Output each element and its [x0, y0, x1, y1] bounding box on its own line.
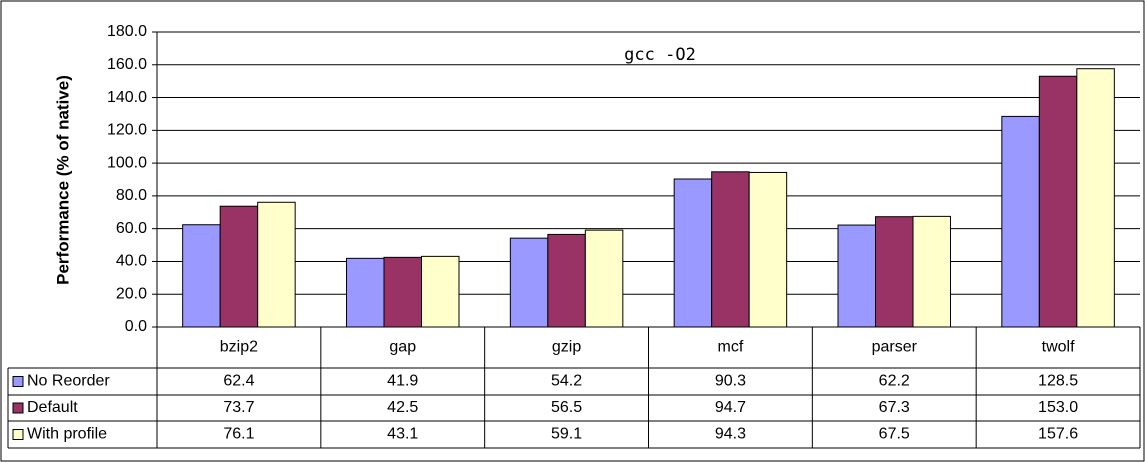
legend-label: No Reorder [27, 373, 110, 390]
table-value: 94.3 [715, 426, 746, 443]
legend-swatch [12, 376, 24, 387]
bar [1076, 68, 1115, 328]
y-axis-label: Performance (% of native) [53, 75, 72, 285]
y-tick-label: 140.0 [107, 89, 147, 106]
bar [257, 201, 296, 328]
legend-swatch [12, 402, 24, 414]
table-value: 43.1 [387, 426, 418, 443]
y-tick-label: 20.0 [116, 285, 147, 302]
y-tick-label: 40.0 [116, 253, 147, 270]
bar [383, 256, 422, 328]
table-value: 76.1 [223, 426, 254, 443]
x-tick-label: mcf [718, 339, 744, 356]
x-tick-label: parser [872, 339, 918, 356]
table-value: 73.7 [223, 399, 254, 416]
bar [875, 216, 914, 328]
table-value: 128.5 [1038, 373, 1078, 390]
bar [219, 205, 259, 328]
bar [748, 171, 788, 328]
table-value: 56.5 [551, 399, 582, 416]
table-value: 67.3 [879, 399, 910, 416]
bar [584, 229, 624, 328]
table-value: 153.0 [1038, 399, 1078, 416]
bar [673, 178, 713, 328]
chart-title: gcc -O2 [624, 45, 696, 65]
bar [1038, 75, 1078, 328]
table-value: 41.9 [387, 373, 418, 390]
legend-label: With profile [27, 426, 107, 443]
x-tick-label: gap [389, 339, 416, 356]
bar [421, 255, 460, 328]
y-tick-label: 180.0 [107, 23, 147, 40]
legend-swatch [12, 429, 24, 440]
x-tick-label: gzip [552, 339, 581, 356]
bar [182, 224, 221, 328]
x-tick-label: bzip2 [220, 339, 258, 356]
table-value: 67.5 [879, 426, 910, 443]
y-tick-label: 160.0 [107, 56, 147, 73]
table-value: 59.1 [551, 426, 582, 443]
table-value: 42.5 [387, 399, 418, 416]
table-value: 90.3 [715, 373, 746, 390]
table-value: 157.6 [1038, 426, 1078, 443]
bar [711, 171, 750, 328]
x-tick-label: twolf [1042, 339, 1075, 356]
table-value: 54.2 [551, 373, 582, 390]
bar [1001, 115, 1040, 328]
bar [912, 215, 951, 328]
bar [837, 224, 876, 328]
y-tick-label: 120.0 [107, 122, 147, 139]
table-value: 62.4 [223, 373, 254, 390]
table-value: 94.7 [715, 399, 746, 416]
y-tick-label: 60.0 [116, 220, 147, 237]
bar [509, 237, 549, 328]
table-value: 62.2 [879, 373, 910, 390]
bar [346, 257, 385, 328]
bar [547, 233, 586, 328]
y-tick-label: 80.0 [116, 187, 147, 204]
y-tick-label: 100.0 [107, 154, 147, 171]
y-tick-label: 0.0 [125, 318, 147, 335]
legend-label: Default [27, 399, 78, 416]
